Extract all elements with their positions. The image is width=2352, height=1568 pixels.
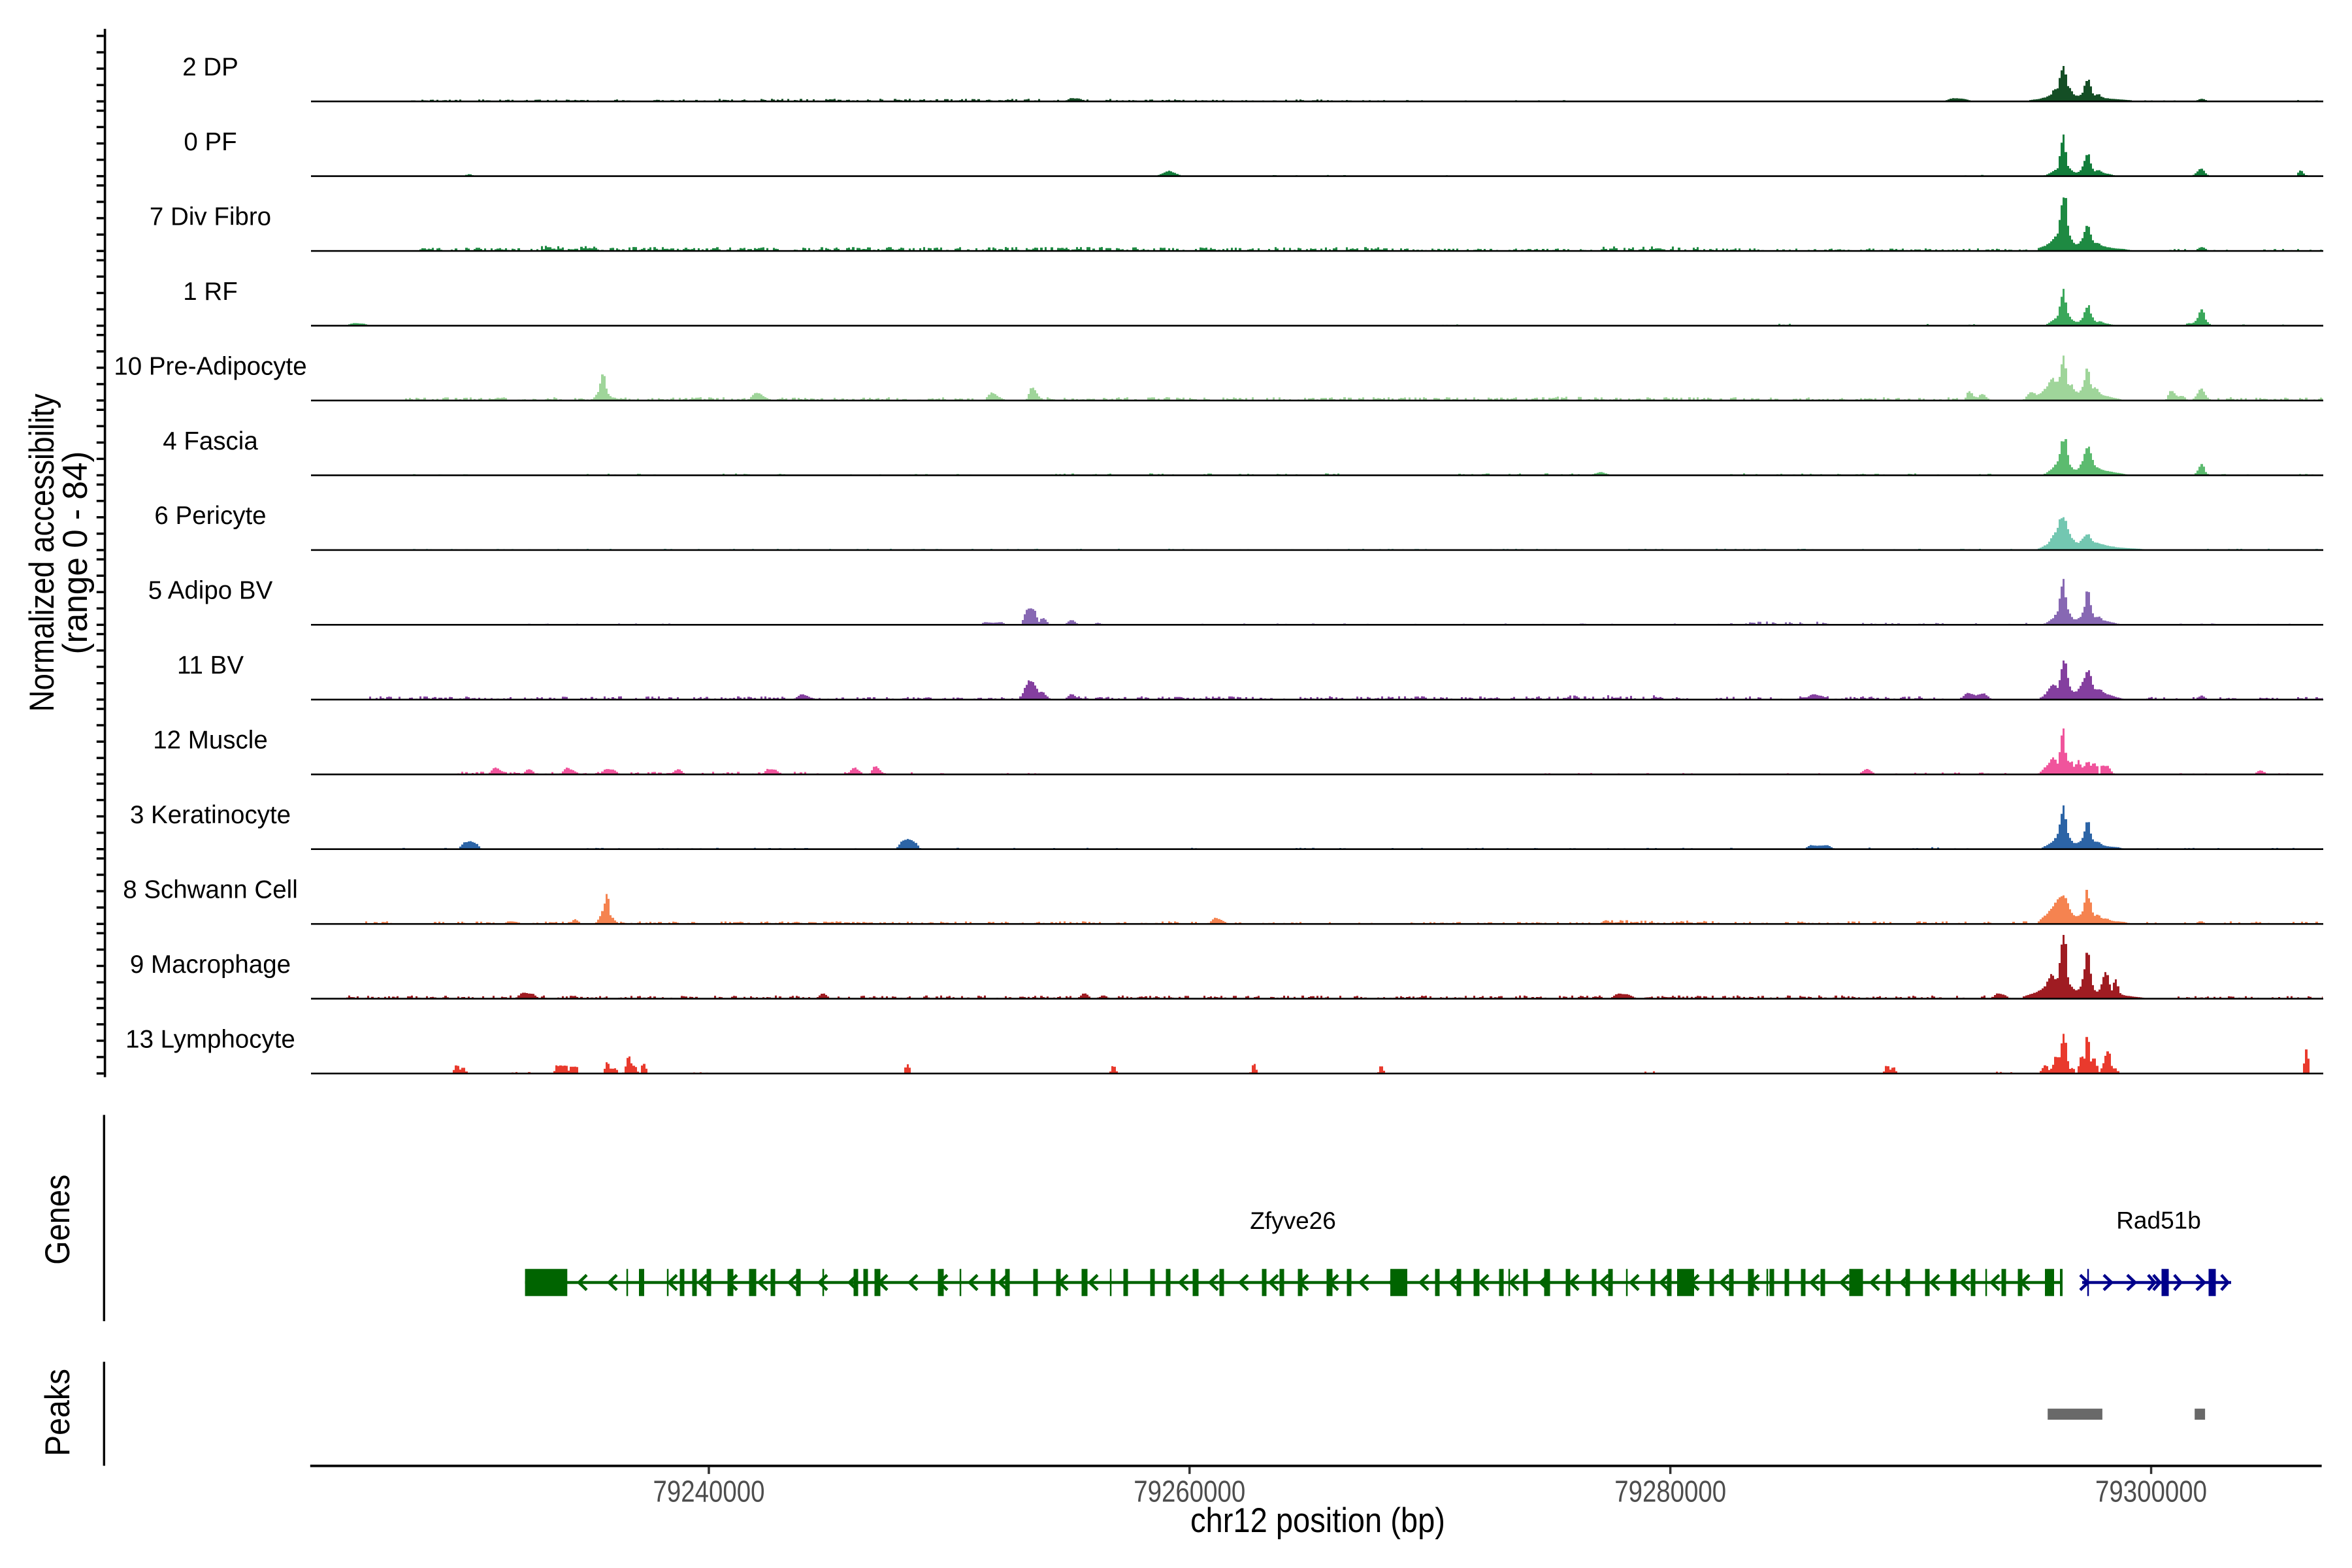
svg-text:8 Schwann Cell: 8 Schwann Cell xyxy=(123,876,298,904)
svg-text:2 DP: 2 DP xyxy=(182,54,238,82)
svg-text:12 Muscle: 12 Muscle xyxy=(153,727,267,755)
svg-text:9 Macrophage: 9 Macrophage xyxy=(130,951,291,979)
svg-text:0 PF: 0 PF xyxy=(184,128,237,156)
svg-text:11 BV: 11 BV xyxy=(177,651,244,679)
svg-text:5 Adipo BV: 5 Adipo BV xyxy=(148,577,273,605)
svg-text:4 Fascia: 4 Fascia xyxy=(163,427,258,455)
svg-text:79240000: 79240000 xyxy=(653,1475,765,1509)
svg-text:3 Keratinocyte: 3 Keratinocyte xyxy=(130,801,291,829)
svg-text:Genes: Genes xyxy=(39,1175,77,1265)
svg-text:79280000: 79280000 xyxy=(1614,1475,1726,1509)
svg-text:79300000: 79300000 xyxy=(2095,1475,2207,1509)
svg-text:79260000: 79260000 xyxy=(1134,1475,1245,1509)
svg-text:10 Pre-Adipocyte: 10 Pre-Adipocyte xyxy=(114,352,306,380)
svg-text:13 Lymphocyte: 13 Lymphocyte xyxy=(125,1025,295,1053)
svg-text:7 Div Fibro: 7 Div Fibro xyxy=(150,203,271,231)
svg-text:Normalized accessibility: Normalized accessibility xyxy=(23,393,61,711)
svg-text:6 Pericyte: 6 Pericyte xyxy=(154,502,266,530)
svg-text:Rad51b: Rad51b xyxy=(2116,1207,2201,1233)
svg-text:(range 0 - 84): (range 0 - 84) xyxy=(56,451,95,655)
svg-text:Zfyve26: Zfyve26 xyxy=(1250,1207,1336,1234)
svg-text:Peaks: Peaks xyxy=(39,1369,77,1456)
svg-text:chr12 position (bp): chr12 position (bp) xyxy=(1190,1501,1445,1540)
svg-text:1 RF: 1 RF xyxy=(183,278,237,306)
